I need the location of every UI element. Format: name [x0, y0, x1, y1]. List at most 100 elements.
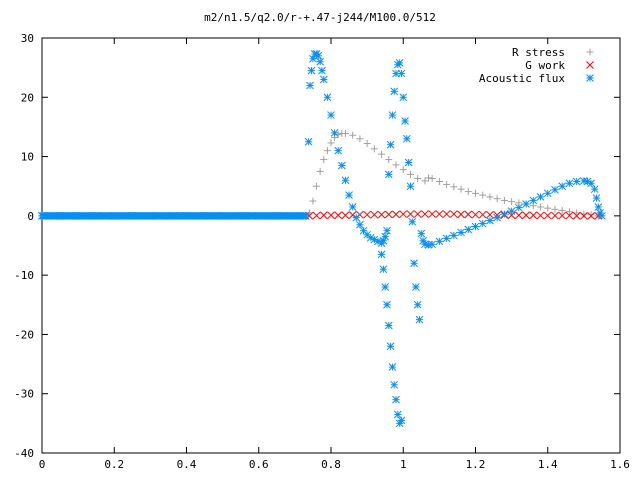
data-point: [327, 139, 335, 147]
data-point: [592, 194, 601, 202]
data-point-stroke: [399, 93, 408, 102]
data-point-stroke: [413, 210, 422, 218]
data-point-stroke: [449, 231, 458, 240]
y-tick-label: -30: [14, 388, 34, 401]
axes: 0 0.2 0.4 0.6 0.8 1 1.2 1.4 1.6 30 20 10 0 -10 -20 -30 -…: [14, 32, 630, 471]
data-point-stroke: [558, 182, 567, 191]
data-point: [384, 321, 393, 330]
data-point: [478, 219, 487, 228]
data-point: [363, 140, 371, 148]
data-point: [442, 210, 451, 218]
data-point: [381, 232, 390, 241]
series-2: [38, 50, 606, 428]
data-point-stroke: [379, 265, 388, 274]
data-point: [536, 211, 545, 220]
data-point-stroke: [381, 232, 390, 241]
data-point: [399, 93, 408, 102]
data-point-stroke: [341, 176, 350, 185]
data-point: [486, 210, 494, 219]
data-point: [544, 204, 552, 212]
data-point-stroke: [442, 210, 451, 218]
data-point: [377, 210, 386, 219]
data-point-stroke: [356, 220, 364, 229]
data-point: [449, 231, 458, 240]
data-point: [428, 240, 437, 249]
data-point: [309, 197, 317, 205]
data-point: [327, 111, 335, 119]
data-point: [522, 200, 530, 208]
data-point: [590, 185, 599, 194]
data-point: [414, 175, 422, 183]
data-point: [383, 226, 391, 235]
data-point: [587, 212, 595, 220]
data-point-stroke: [401, 117, 409, 125]
data-point: [464, 225, 473, 234]
data-point-stroke: [384, 170, 393, 179]
x-tick-label: 1.4: [538, 458, 558, 471]
data-point-stroke: [457, 210, 465, 219]
data-point-stroke: [397, 69, 406, 78]
data-point-stroke: [529, 196, 538, 205]
data-point: [377, 250, 386, 259]
data-point-stroke: [536, 211, 545, 220]
data-point-stroke: [307, 66, 316, 75]
data-point: [403, 134, 411, 143]
data-point-stroke: [377, 250, 386, 259]
data-point: [316, 57, 325, 66]
data-point: [363, 210, 371, 219]
data-point: [345, 191, 353, 199]
data-point: [471, 210, 480, 219]
data-point-stroke: [306, 81, 314, 90]
data-point: [417, 229, 426, 238]
data-point: [536, 193, 545, 201]
data-point: [587, 211, 595, 219]
data-point-stroke: [522, 211, 530, 220]
y-tick-label: 0: [27, 210, 34, 223]
data-point: [404, 158, 413, 167]
data-point: [341, 176, 350, 185]
data-point: [415, 315, 424, 324]
data-point-stroke: [393, 410, 402, 419]
data-point-stroke: [592, 194, 601, 202]
data-point: [508, 198, 516, 206]
data-point-stroke: [507, 207, 516, 215]
legend-marker: [586, 48, 594, 56]
data-point-stroke: [543, 211, 552, 220]
data-point-stroke: [529, 211, 538, 220]
data-point-stroke: [408, 217, 417, 226]
data-point: [551, 205, 559, 213]
data-point: [388, 111, 397, 119]
data-point: [320, 156, 328, 164]
data-point: [392, 395, 400, 404]
data-point: [565, 179, 574, 188]
data-point-stroke: [471, 222, 480, 231]
data-point: [428, 210, 437, 218]
data-point-stroke: [392, 395, 400, 404]
data-point-stroke: [395, 59, 404, 67]
data-point: [386, 342, 395, 351]
data-point-stroke: [457, 228, 465, 237]
x-tick-label: 0.8: [321, 458, 341, 471]
data-point-stroke: [309, 54, 317, 63]
data-point-stroke: [323, 93, 332, 102]
data-point-stroke: [419, 236, 427, 245]
data-point: [408, 217, 417, 226]
data-point: [312, 211, 321, 220]
data-point: [413, 210, 422, 218]
data-point: [457, 185, 465, 193]
x-tick-label: 0.2: [104, 458, 124, 471]
data-point: [449, 210, 458, 218]
data-point: [337, 161, 346, 170]
data-point: [565, 208, 573, 216]
x-tick-label: 1.2: [466, 458, 486, 471]
data-point-stroke: [383, 300, 391, 309]
data-point-stroke: [551, 211, 559, 220]
data-point: [323, 147, 331, 155]
legend-marker: [586, 74, 594, 82]
data-point: [479, 191, 487, 199]
data-point-stroke: [428, 210, 437, 218]
data-point: [435, 210, 444, 218]
data-point-stroke: [596, 209, 604, 217]
y-tick-label: 30: [21, 32, 34, 45]
